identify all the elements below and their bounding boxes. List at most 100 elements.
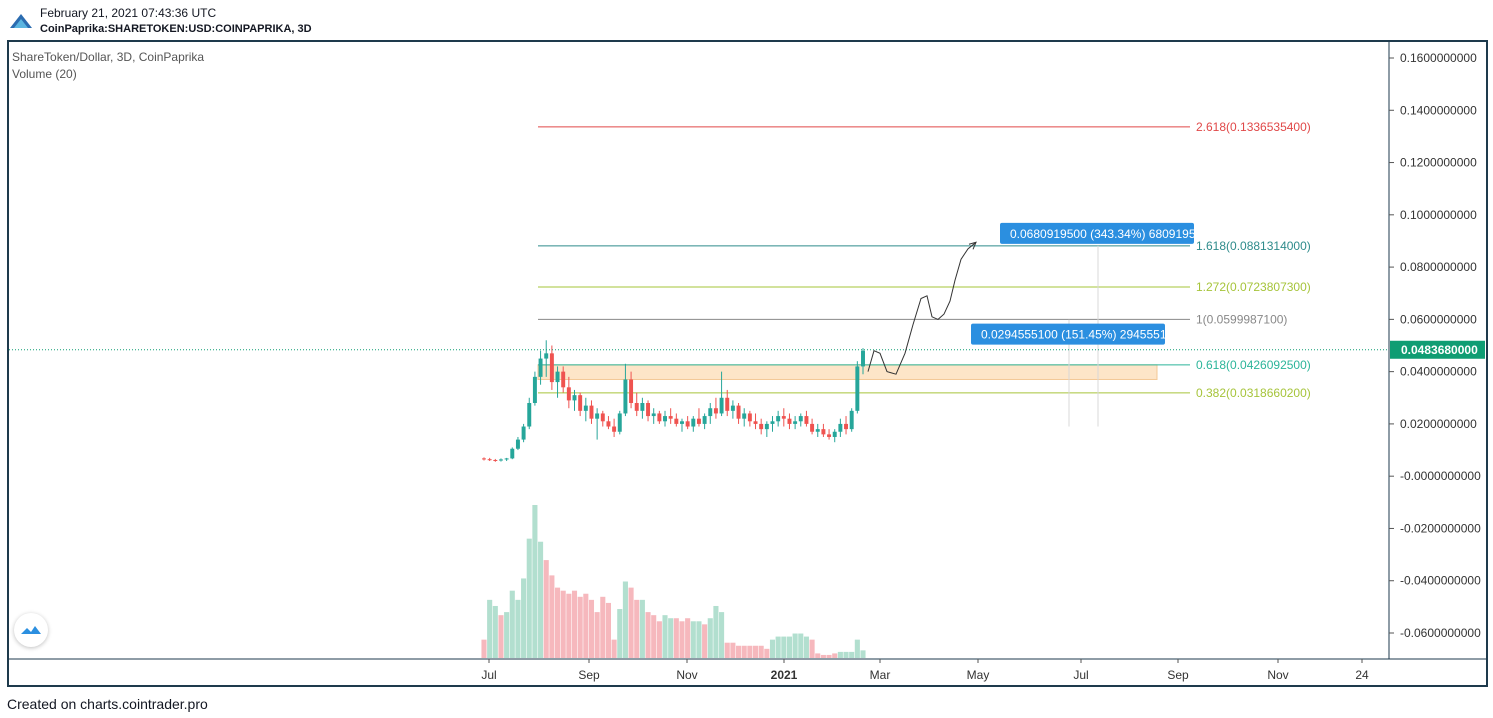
candle-body[interactable]: [504, 458, 509, 460]
x-tick-label: Jul: [481, 668, 496, 682]
candle-body[interactable]: [821, 429, 826, 435]
candle-body[interactable]: [617, 413, 622, 432]
candle-body[interactable]: [555, 371, 560, 383]
volume-bar: [549, 575, 555, 658]
volume-bar: [792, 633, 798, 658]
candle-body[interactable]: [776, 416, 781, 422]
volume-bar: [679, 621, 685, 658]
candle-body[interactable]: [623, 379, 628, 414]
candle-body[interactable]: [838, 423, 843, 432]
candle-body[interactable]: [674, 418, 679, 424]
fib-level-label: 0.382(0.0318660200): [1196, 386, 1311, 400]
candle-body[interactable]: [708, 408, 713, 417]
candle-body[interactable]: [572, 395, 577, 401]
candle-body[interactable]: [487, 459, 492, 461]
candle-body[interactable]: [747, 413, 752, 422]
candle-body[interactable]: [753, 421, 758, 424]
candle-body[interactable]: [646, 403, 651, 417]
candle-body[interactable]: [561, 371, 566, 388]
candle-body[interactable]: [815, 429, 820, 432]
candle-body[interactable]: [634, 403, 639, 411]
volume-bar: [554, 587, 561, 658]
candle-body[interactable]: [640, 403, 645, 411]
volume-bar: [702, 624, 708, 658]
candle-body[interactable]: [810, 423, 815, 432]
measure-label[interactable]: 0.0294555100 (151.45%) 2945551: [971, 323, 1167, 345]
candle-body[interactable]: [595, 413, 600, 419]
candle-body[interactable]: [804, 416, 809, 424]
volume-bar: [645, 612, 651, 658]
fib-level-label: 2.618(0.1336535400): [1196, 120, 1311, 134]
candle-body[interactable]: [668, 416, 673, 419]
candle-body[interactable]: [510, 448, 515, 459]
volume-legend: Volume (20): [12, 67, 77, 81]
candle-body[interactable]: [566, 387, 571, 401]
candle-body[interactable]: [612, 426, 617, 432]
candle-body[interactable]: [719, 397, 724, 414]
candle-body[interactable]: [764, 423, 769, 430]
candle-body[interactable]: [680, 421, 684, 424]
fib-level-label: 1.272(0.0723807300): [1196, 280, 1311, 294]
candle-body[interactable]: [832, 431, 837, 437]
candle-body[interactable]: [600, 413, 605, 422]
candle-body[interactable]: [793, 421, 798, 424]
x-tick-label: Sep: [1167, 668, 1189, 682]
x-tick-label: May: [967, 668, 990, 682]
volume-bar: [509, 590, 515, 658]
tradingview-badge[interactable]: [14, 613, 48, 647]
candle-body[interactable]: [742, 413, 747, 419]
volume-bar: [521, 578, 527, 658]
volume-bar: [526, 538, 532, 658]
candle-body[interactable]: [844, 423, 849, 430]
candle-body[interactable]: [691, 418, 696, 427]
candle-body[interactable]: [725, 397, 730, 411]
candle-body[interactable]: [849, 410, 854, 430]
candle-body[interactable]: [730, 405, 735, 411]
candle-body[interactable]: [493, 459, 498, 461]
volume-bar: [656, 621, 662, 658]
candle-body[interactable]: [589, 405, 594, 419]
candle-body[interactable]: [713, 408, 718, 414]
volume-bar: [571, 590, 578, 658]
candle-body[interactable]: [770, 421, 775, 424]
candle-body[interactable]: [532, 376, 537, 403]
candle-body[interactable]: [861, 350, 865, 367]
candle-body[interactable]: [578, 395, 583, 411]
candle-body[interactable]: [827, 434, 832, 437]
candle-body[interactable]: [696, 418, 701, 424]
candle-body[interactable]: [521, 426, 526, 440]
candle-body[interactable]: [482, 458, 486, 460]
candle-body[interactable]: [606, 421, 611, 427]
current-price-tag: [1390, 340, 1485, 359]
volume-bar: [566, 593, 572, 658]
volume-bar: [758, 645, 764, 658]
volume-bar: [668, 618, 674, 658]
candle-body[interactable]: [685, 421, 690, 427]
y-tick-label: 0.1400000000: [1400, 103, 1477, 117]
candle-body[interactable]: [663, 416, 667, 422]
candle-body[interactable]: [781, 416, 786, 419]
candle-body[interactable]: [527, 403, 532, 427]
measure-label[interactable]: 0.0680919500 (343.34%) 6809195: [1000, 222, 1196, 244]
volume-bar: [769, 639, 776, 658]
candle-body[interactable]: [629, 379, 634, 403]
candle-body[interactable]: [657, 413, 662, 422]
candle-body[interactable]: [538, 358, 543, 377]
candle-body[interactable]: [498, 459, 503, 461]
candle-body[interactable]: [855, 366, 860, 411]
candle-body[interactable]: [544, 353, 549, 359]
volume-bar: [752, 645, 759, 658]
candle-body[interactable]: [651, 413, 656, 417]
candle-body[interactable]: [583, 405, 588, 411]
x-tick-label: 24: [1355, 668, 1369, 682]
candle-body[interactable]: [787, 418, 792, 424]
candle-body[interactable]: [702, 416, 707, 424]
projection-path[interactable]: [867, 241, 977, 375]
candle-body[interactable]: [736, 405, 741, 419]
candle-body[interactable]: [759, 423, 764, 430]
candle-body[interactable]: [549, 353, 554, 383]
candle-body[interactable]: [515, 439, 520, 449]
volume-bar: [854, 639, 860, 658]
candle-body[interactable]: [798, 416, 803, 422]
